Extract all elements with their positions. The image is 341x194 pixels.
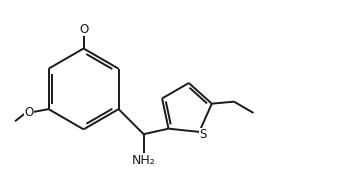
Text: NH₂: NH₂ bbox=[132, 154, 155, 167]
Text: S: S bbox=[199, 128, 207, 141]
Text: O: O bbox=[25, 106, 34, 119]
Text: O: O bbox=[79, 23, 88, 36]
